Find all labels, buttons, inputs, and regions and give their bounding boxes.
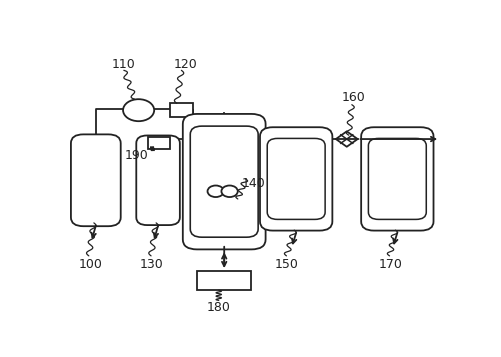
Circle shape: [123, 99, 154, 121]
Text: 110: 110: [111, 58, 135, 71]
FancyBboxPatch shape: [136, 135, 179, 225]
FancyBboxPatch shape: [71, 134, 120, 226]
Text: 140: 140: [241, 176, 265, 190]
Text: 120: 120: [173, 58, 197, 71]
Text: 150: 150: [274, 258, 298, 271]
Text: 180: 180: [206, 301, 230, 314]
FancyBboxPatch shape: [169, 103, 193, 117]
FancyBboxPatch shape: [190, 126, 258, 237]
Text: 160: 160: [341, 91, 365, 104]
FancyBboxPatch shape: [182, 114, 265, 250]
FancyBboxPatch shape: [260, 127, 332, 231]
FancyBboxPatch shape: [360, 127, 433, 231]
Circle shape: [221, 186, 237, 197]
FancyBboxPatch shape: [267, 139, 325, 220]
Text: 100: 100: [79, 258, 103, 271]
FancyBboxPatch shape: [147, 137, 170, 149]
Circle shape: [207, 186, 223, 197]
Text: 130: 130: [139, 258, 163, 271]
FancyBboxPatch shape: [196, 271, 251, 290]
Text: 190: 190: [125, 149, 148, 162]
FancyBboxPatch shape: [368, 139, 425, 220]
Text: 170: 170: [378, 258, 402, 271]
